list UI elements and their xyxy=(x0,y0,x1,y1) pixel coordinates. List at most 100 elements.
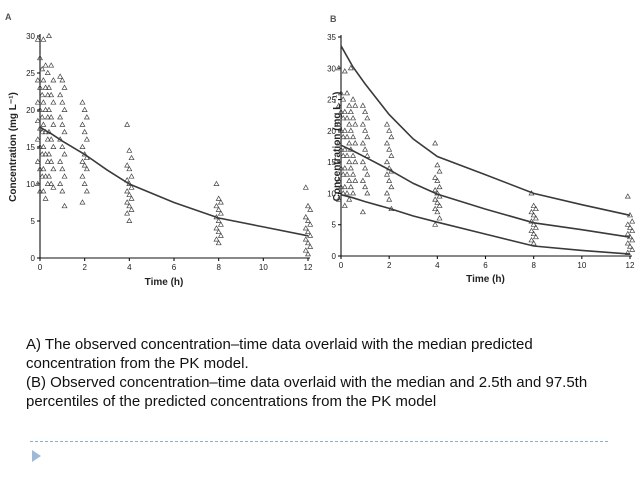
y-tick-label: 10 xyxy=(26,180,35,189)
observed-point xyxy=(307,243,314,249)
observed-point xyxy=(335,121,342,127)
observed-point xyxy=(40,188,47,194)
observed-point xyxy=(39,91,46,98)
observed-point xyxy=(302,236,309,242)
observed-point xyxy=(128,195,135,201)
observed-point xyxy=(530,221,537,227)
observed-point xyxy=(304,202,312,209)
observed-point xyxy=(347,108,354,115)
y-tick-label: 0 xyxy=(31,254,36,263)
observed-point xyxy=(59,188,66,194)
observed-point xyxy=(337,127,345,133)
observed-point xyxy=(347,127,354,133)
observed-point xyxy=(386,196,393,202)
observed-point xyxy=(341,127,348,133)
observed-point xyxy=(304,239,312,246)
observed-point xyxy=(302,213,309,220)
observed-point xyxy=(36,84,44,90)
observed-point xyxy=(45,84,52,90)
observed-point xyxy=(340,115,347,121)
observed-point xyxy=(48,62,55,68)
observed-point xyxy=(81,106,88,112)
observed-point xyxy=(383,171,390,177)
observed-point xyxy=(39,65,46,72)
observed-point xyxy=(124,210,131,216)
observed-point xyxy=(40,36,47,42)
observed-point xyxy=(352,121,359,127)
observed-point xyxy=(530,212,537,218)
observed-point xyxy=(128,154,135,161)
observed-point xyxy=(48,180,55,186)
observed-point xyxy=(213,180,220,186)
observed-point xyxy=(124,121,131,127)
x-tick-label: 4 xyxy=(435,261,440,270)
observed-point xyxy=(213,202,220,209)
observed-point xyxy=(362,146,369,152)
observed-point xyxy=(36,106,44,112)
observed-point xyxy=(126,165,133,172)
observed-point xyxy=(61,173,68,179)
observed-point xyxy=(436,193,443,199)
observed-point xyxy=(45,32,52,38)
observed-point xyxy=(61,84,68,90)
observed-point xyxy=(335,158,342,165)
observed-point xyxy=(350,133,357,140)
y-tick-label: 25 xyxy=(327,96,336,105)
observed-point xyxy=(434,208,441,215)
observed-point xyxy=(386,127,393,133)
observed-point xyxy=(346,158,353,165)
observed-point xyxy=(335,64,342,71)
observed-point xyxy=(346,121,353,127)
y-axis-title: Concentration (mg L⁻¹) xyxy=(8,92,19,202)
observed-point xyxy=(528,237,535,243)
observed-point xyxy=(213,225,220,231)
observed-point xyxy=(50,165,57,172)
observed-point xyxy=(362,165,369,171)
x-tick-label: 10 xyxy=(259,263,268,272)
observed-point xyxy=(124,162,131,168)
observed-point xyxy=(57,158,64,164)
observed-point xyxy=(50,143,57,149)
y-tick-label: 5 xyxy=(31,217,36,226)
observed-point xyxy=(48,91,55,98)
observed-point xyxy=(50,99,57,105)
x-tick-label: 12 xyxy=(626,261,635,270)
caption-line-b: (B) Observed concentration–time data ove… xyxy=(26,374,588,410)
observed-point xyxy=(126,202,133,209)
observed-point xyxy=(337,90,345,96)
y-tick-label: 35 xyxy=(327,33,336,42)
observed-point xyxy=(81,162,88,168)
observed-point xyxy=(347,165,354,171)
observed-point xyxy=(350,115,357,121)
panel-b: B 0 2 4 6 8 10 12 0 5 10 15 20 25 30 35 Time (h) Concentr… xyxy=(327,14,636,285)
observed-point xyxy=(126,217,133,223)
observed-point xyxy=(346,196,353,202)
divider xyxy=(30,441,608,442)
observed-point xyxy=(337,146,345,152)
observed-point xyxy=(36,165,44,172)
observed-point xyxy=(40,165,47,172)
observed-point xyxy=(383,140,390,146)
observed-point xyxy=(217,210,224,216)
observed-point xyxy=(61,128,68,135)
observed-point xyxy=(128,206,135,212)
observed-point xyxy=(436,168,443,174)
x-tick-label: 8 xyxy=(531,261,536,270)
figure-caption: A) The observed concentration–time data … xyxy=(26,335,616,411)
observed-point xyxy=(83,136,90,142)
observed-point xyxy=(48,136,55,142)
observed-point xyxy=(44,158,51,164)
observed-point xyxy=(359,177,366,183)
observed-point xyxy=(344,171,351,177)
observed-point xyxy=(213,236,220,242)
observed-point xyxy=(352,102,359,108)
observed-point xyxy=(344,152,351,158)
observed-point xyxy=(36,143,44,149)
observed-point xyxy=(626,243,634,249)
observed-point xyxy=(40,143,47,149)
observed-point xyxy=(359,102,366,108)
observed-point xyxy=(346,140,353,146)
observed-point xyxy=(79,199,86,205)
observed-point xyxy=(34,36,41,42)
observed-point xyxy=(215,239,222,246)
